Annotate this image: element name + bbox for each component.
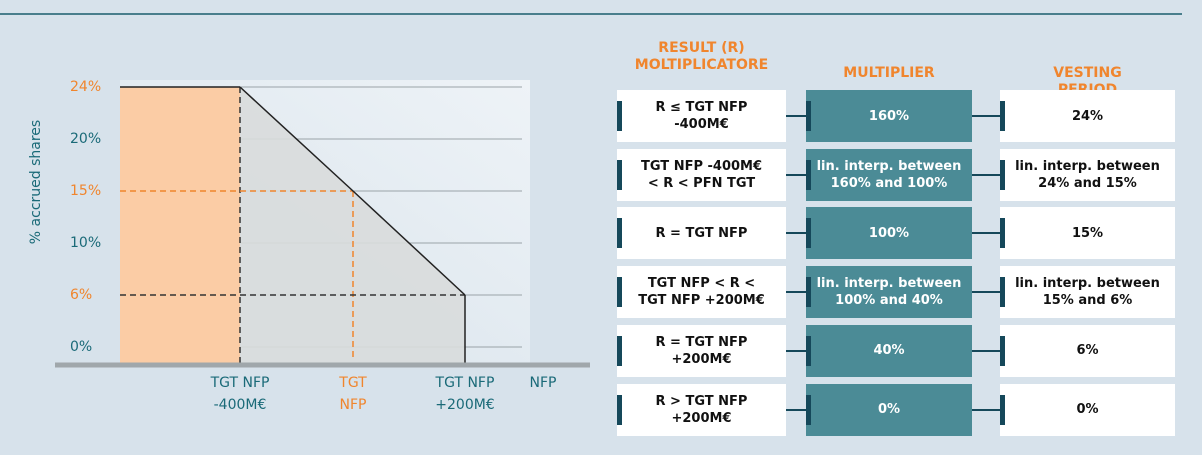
connector-line — [972, 232, 1000, 235]
table-cell: R ≤ TGT NFP -400M€ — [617, 90, 786, 142]
table-cell: 0% — [1000, 383, 1175, 436]
table-cell: 6% — [1000, 324, 1175, 377]
connector-bar — [1000, 394, 1005, 425]
connector-bar — [806, 277, 811, 308]
connector-bar — [1000, 218, 1005, 249]
connector-bar — [617, 277, 622, 308]
x-tick-label: TGT NFP +200M€ — [435, 375, 495, 413]
connector-line — [786, 173, 806, 176]
x-tick-label: TGT NFP — [339, 375, 367, 413]
connector-bar — [806, 218, 811, 249]
connector-line — [786, 115, 806, 117]
connector-line — [972, 349, 1000, 352]
connector-bar — [1000, 277, 1005, 308]
x-tick-label: TGT NFP -400M€ — [210, 375, 270, 413]
connector-line — [972, 291, 1000, 294]
y-tick-label: 15% — [70, 183, 101, 199]
connector-bar — [806, 159, 811, 190]
table-cell: 40% — [806, 324, 972, 377]
table-cell: R = TGT NFP — [617, 207, 786, 260]
connector-bar — [617, 335, 622, 366]
table-cell: 160% — [806, 90, 972, 142]
connector-bar — [1000, 159, 1005, 190]
table-cell: 24% — [1000, 90, 1175, 142]
connector-line — [972, 173, 1000, 176]
connector-bar — [1000, 335, 1005, 366]
series-line — [239, 86, 466, 296]
y-tick-label: 20% — [70, 131, 101, 147]
fill-region — [120, 87, 240, 365]
x-axis-label: NFP — [530, 375, 557, 391]
connector-bar — [617, 101, 622, 131]
connector-line — [972, 115, 1000, 117]
table-cell: lin. interp. between 24% and 15% — [1000, 148, 1175, 201]
connector-bar — [617, 159, 622, 190]
column-header: RESULT (R) MOLTIPLICATORE — [634, 40, 769, 73]
table-cell: 15% — [1000, 207, 1175, 260]
connector-bar — [806, 335, 811, 366]
connector-line — [786, 291, 806, 294]
connector-line — [786, 408, 806, 411]
table-cell: R > TGT NFP +200M€ — [617, 383, 786, 436]
connector-line — [972, 408, 1000, 411]
connector-bar — [1000, 101, 1005, 131]
connector-line — [786, 349, 806, 352]
connector-line — [786, 232, 806, 235]
connector-bar — [617, 218, 622, 249]
column-header: MULTIPLIER — [843, 65, 935, 81]
connector-bar — [806, 101, 811, 131]
table-cell: 0% — [806, 383, 972, 436]
table-cell: lin. interp. between 160% and 100% — [806, 148, 972, 201]
table-cell: lin. interp. between 100% and 40% — [806, 266, 972, 319]
y-axis-label: % accrued shares — [28, 120, 44, 244]
table-cell: R = TGT NFP +200M€ — [617, 324, 786, 377]
y-tick-label: 6% — [70, 287, 92, 303]
connector-bar — [806, 394, 811, 425]
table-cell: TGT NFP < R < TGT NFP +200M€ — [617, 266, 786, 319]
y-tick-label: 0% — [70, 339, 92, 355]
connector-bar — [617, 394, 622, 425]
y-tick-label: 10% — [70, 235, 101, 251]
y-tick-label: 24% — [70, 79, 101, 95]
table-cell: 100% — [806, 207, 972, 260]
table-cell: TGT NFP -400M€ < R < PFN TGT — [617, 148, 786, 201]
table-cell: lin. interp. between 15% and 6% — [1000, 266, 1175, 319]
